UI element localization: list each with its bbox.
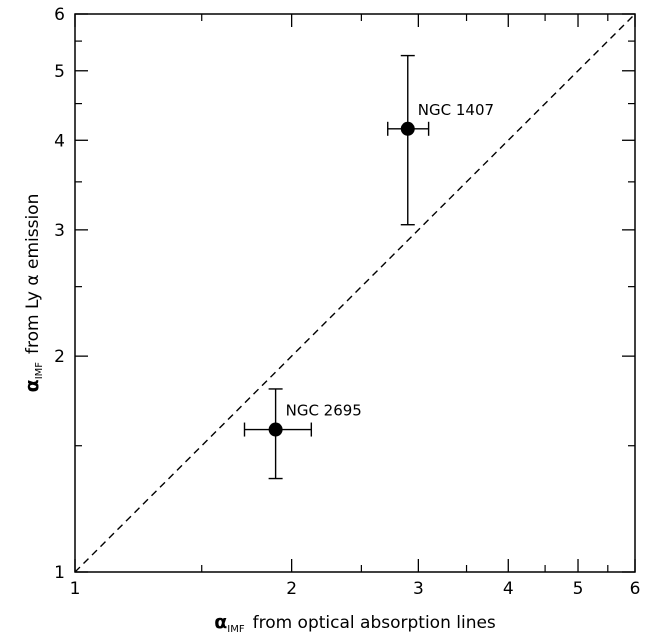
axis-ticks (74, 13, 636, 573)
data-points: NGC 1407 NGC 2695 (243, 54, 494, 480)
data-point-group: NGC 2695 (243, 388, 362, 480)
y-tick-label: 1 (54, 563, 65, 583)
x-axis-symbol: α (214, 611, 227, 633)
y-tick-label: 2 (54, 347, 65, 367)
x-tick-label: 5 (573, 579, 584, 599)
y-tick-labels: 1 2 3 4 5 6 (54, 5, 65, 583)
y-axis-text: from Ly α emission (23, 194, 43, 354)
data-point (400, 121, 415, 136)
x-tick-label: 4 (503, 579, 514, 599)
x-tick-label: 6 (630, 579, 641, 599)
x-axis-subscript: IMF (227, 624, 245, 635)
x-axis-text: from optical absorption lines (253, 613, 496, 633)
x-tick-label: 3 (413, 579, 424, 599)
y-axis-label: αIMF from Ly α emission (21, 194, 45, 393)
x-axis-label: αIMF from optical absorption lines (214, 611, 496, 635)
y-tick-label: 4 (54, 131, 65, 151)
x-tick-label: 2 (286, 579, 297, 599)
data-point-label: NGC 1407 (418, 101, 494, 119)
y-tick-label: 5 (54, 62, 65, 82)
y-tick-label: 3 (54, 221, 65, 241)
y-axis-subscript: IMF (34, 362, 45, 380)
x-tick-label: 1 (70, 579, 81, 599)
one-to-one-line (74, 13, 636, 573)
y-axis-symbol: α (21, 379, 43, 392)
x-tick-labels: 1 2 3 4 5 6 (70, 579, 641, 599)
data-point (268, 422, 283, 437)
data-point-group: NGC 1407 (387, 54, 494, 226)
plot-frame (74, 13, 636, 573)
y-tick-label: 6 (54, 5, 65, 25)
data-point-label: NGC 2695 (286, 402, 362, 420)
